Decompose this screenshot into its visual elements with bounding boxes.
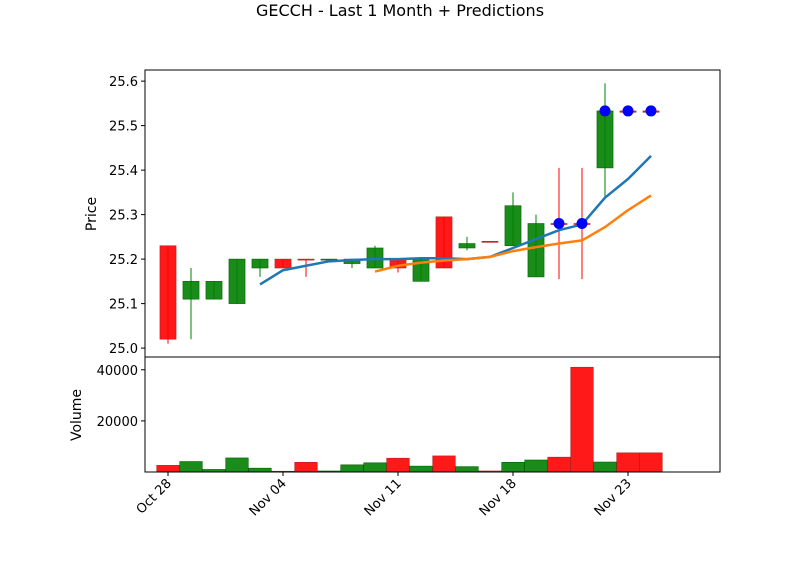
volume-tick-label: 20000 <box>97 415 138 430</box>
candle-body <box>504 205 522 247</box>
volume-bars <box>156 366 663 473</box>
candle-body <box>527 223 545 278</box>
price-tick-label: 25.0 <box>109 342 138 357</box>
price-ticks: 25.0 25.1 25.2 25.3 25.4 25.5 25.6 <box>109 75 145 357</box>
volume-bar <box>547 456 571 473</box>
volume-axis-label: Volume <box>69 389 85 441</box>
volume-panel: 20000 40000 Volume <box>69 356 721 473</box>
price-tick-label: 25.3 <box>109 209 138 224</box>
x-tick-label: Nov 11 <box>362 476 405 519</box>
price-plot-background <box>145 70 720 357</box>
candle-body <box>481 241 499 243</box>
volume-bar <box>616 452 640 473</box>
candle-body <box>596 110 614 169</box>
volume-bar <box>225 457 249 473</box>
volume-ticks: 20000 40000 <box>97 364 145 430</box>
x-tick-label: Nov 23 <box>592 476 635 519</box>
moving-average-line <box>374 194 652 273</box>
candle-body <box>182 281 200 300</box>
volume-bar <box>501 461 525 473</box>
x-tick-label: Nov 18 <box>477 476 520 519</box>
x-tick-label: Oct 28 <box>134 476 175 517</box>
volume-plot-frame <box>144 356 721 473</box>
volume-bar <box>593 461 617 473</box>
volume-bar <box>386 457 410 473</box>
volume-bar <box>455 466 479 473</box>
volume-bar <box>340 464 364 473</box>
prediction-marker <box>599 105 611 117</box>
price-tick-label: 25.2 <box>109 253 138 268</box>
volume-bar <box>409 465 433 473</box>
candle-body <box>228 258 246 304</box>
x-axis-ticks: Oct 28 Nov 04 Nov 11 Nov 18 Nov 23 <box>134 472 635 519</box>
volume-bar <box>639 452 663 473</box>
candle-body <box>458 243 476 249</box>
price-tick-label: 25.6 <box>109 75 138 90</box>
prediction-marker <box>645 105 657 117</box>
volume-bar <box>248 467 272 473</box>
volume-bar <box>294 461 318 473</box>
volume-bar <box>570 366 594 473</box>
volume-bar <box>524 459 548 473</box>
volume-bar <box>363 462 387 473</box>
price-tick-label: 25.5 <box>109 120 138 135</box>
price-axis-label: Price <box>84 197 100 231</box>
volume-bar <box>432 455 456 473</box>
candles <box>159 83 660 344</box>
volume-bar <box>156 465 180 473</box>
prediction-markers <box>553 105 657 230</box>
chart-title: GECCH - Last 1 Month + Predictions <box>256 1 544 20</box>
candle-body <box>205 281 223 300</box>
price-panel: 25.0 25.1 25.2 25.3 25.4 25.5 25.6 Price <box>84 69 721 358</box>
volume-tick-label: 40000 <box>97 364 138 379</box>
x-tick-label: Nov 04 <box>247 476 290 519</box>
candle-body <box>435 216 453 269</box>
volume-bar <box>179 461 203 473</box>
price-tick-label: 25.1 <box>109 298 138 313</box>
prediction-marker <box>622 105 634 117</box>
candle-body <box>274 258 292 269</box>
candle-body <box>251 258 269 269</box>
prediction-marker <box>576 218 588 230</box>
prediction-marker <box>553 218 565 230</box>
candle-body <box>159 245 177 340</box>
candle-body <box>297 258 315 261</box>
price-tick-label: 25.4 <box>109 164 138 179</box>
